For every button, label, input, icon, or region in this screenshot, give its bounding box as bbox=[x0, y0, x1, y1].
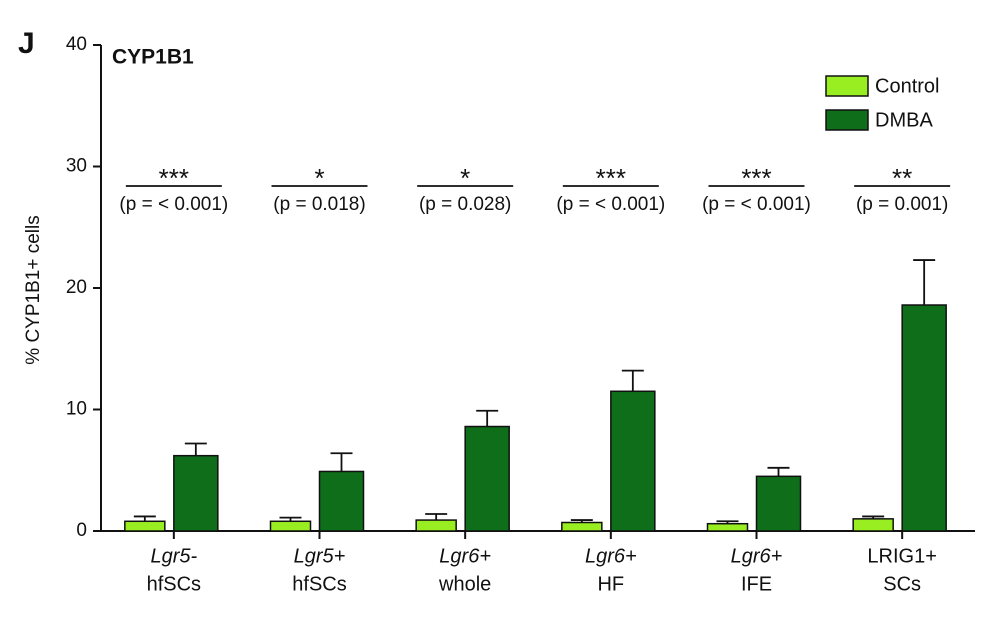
significance-stars: ** bbox=[892, 163, 912, 193]
legend-swatch bbox=[825, 75, 869, 97]
y-tick-label: 30 bbox=[66, 156, 87, 177]
bar bbox=[318, 470, 365, 532]
p-value: (p = < 0.001) bbox=[702, 194, 811, 215]
bar bbox=[173, 454, 219, 532]
x-tick-label: whole bbox=[438, 573, 491, 595]
y-axis-label: % CYP1B1+ cells bbox=[23, 215, 44, 364]
significance-stars: * bbox=[314, 163, 324, 193]
legend-label: DMBA bbox=[875, 109, 933, 131]
bar bbox=[610, 390, 656, 532]
bar bbox=[706, 522, 749, 532]
error-bar bbox=[330, 452, 353, 472]
y-tick-label: 0 bbox=[76, 520, 87, 541]
significance-stars: *** bbox=[596, 163, 626, 193]
x-tick-label: hfSCs bbox=[292, 573, 346, 595]
x-tick-label: IFE bbox=[741, 573, 772, 595]
p-value: (p = 0.018) bbox=[273, 194, 365, 215]
panel-letter: J bbox=[18, 27, 35, 60]
error-bar bbox=[913, 259, 936, 306]
legend-swatch bbox=[825, 109, 869, 131]
bar bbox=[464, 425, 510, 532]
bar bbox=[755, 475, 802, 532]
p-value: (p = < 0.001) bbox=[556, 194, 665, 215]
bar bbox=[901, 304, 947, 532]
y-tick-label: 10 bbox=[66, 399, 87, 420]
x-tick-label: hfSCs bbox=[147, 573, 201, 595]
bar bbox=[561, 521, 603, 532]
error-bar bbox=[476, 409, 499, 427]
x-tick-label: Lgr6+ bbox=[731, 545, 783, 567]
error-bar bbox=[767, 466, 790, 477]
x-tick-label: Lgr5- bbox=[150, 545, 197, 567]
x-tick-label: LRIG1+ bbox=[867, 545, 936, 567]
chart-title: CYP1B1 bbox=[112, 46, 194, 69]
x-tick-label: Lgr6+ bbox=[585, 545, 637, 567]
bar bbox=[852, 518, 894, 532]
x-tick-label: Lgr6+ bbox=[439, 545, 491, 567]
p-value: (p = 0.001) bbox=[856, 194, 948, 215]
y-tick-label: 20 bbox=[66, 277, 87, 298]
bar bbox=[124, 520, 166, 532]
bar bbox=[269, 520, 312, 532]
x-tick-label: Lgr5+ bbox=[294, 545, 346, 567]
x-tick-label: HF bbox=[597, 573, 624, 595]
significance-stars: *** bbox=[159, 163, 189, 193]
legend-label: Control bbox=[875, 75, 939, 97]
p-value: (p = < 0.001) bbox=[119, 194, 228, 215]
error-bar bbox=[133, 515, 156, 522]
error-bar bbox=[621, 369, 644, 392]
y-tick-label: 40 bbox=[66, 34, 87, 55]
p-value: (p = 0.028) bbox=[419, 194, 511, 215]
significance-stars: * bbox=[460, 163, 470, 193]
x-tick-label: SCs bbox=[883, 573, 921, 595]
significance-stars: *** bbox=[741, 163, 771, 193]
bar bbox=[415, 519, 457, 532]
error-bar bbox=[184, 442, 207, 456]
error-bar bbox=[425, 513, 448, 521]
